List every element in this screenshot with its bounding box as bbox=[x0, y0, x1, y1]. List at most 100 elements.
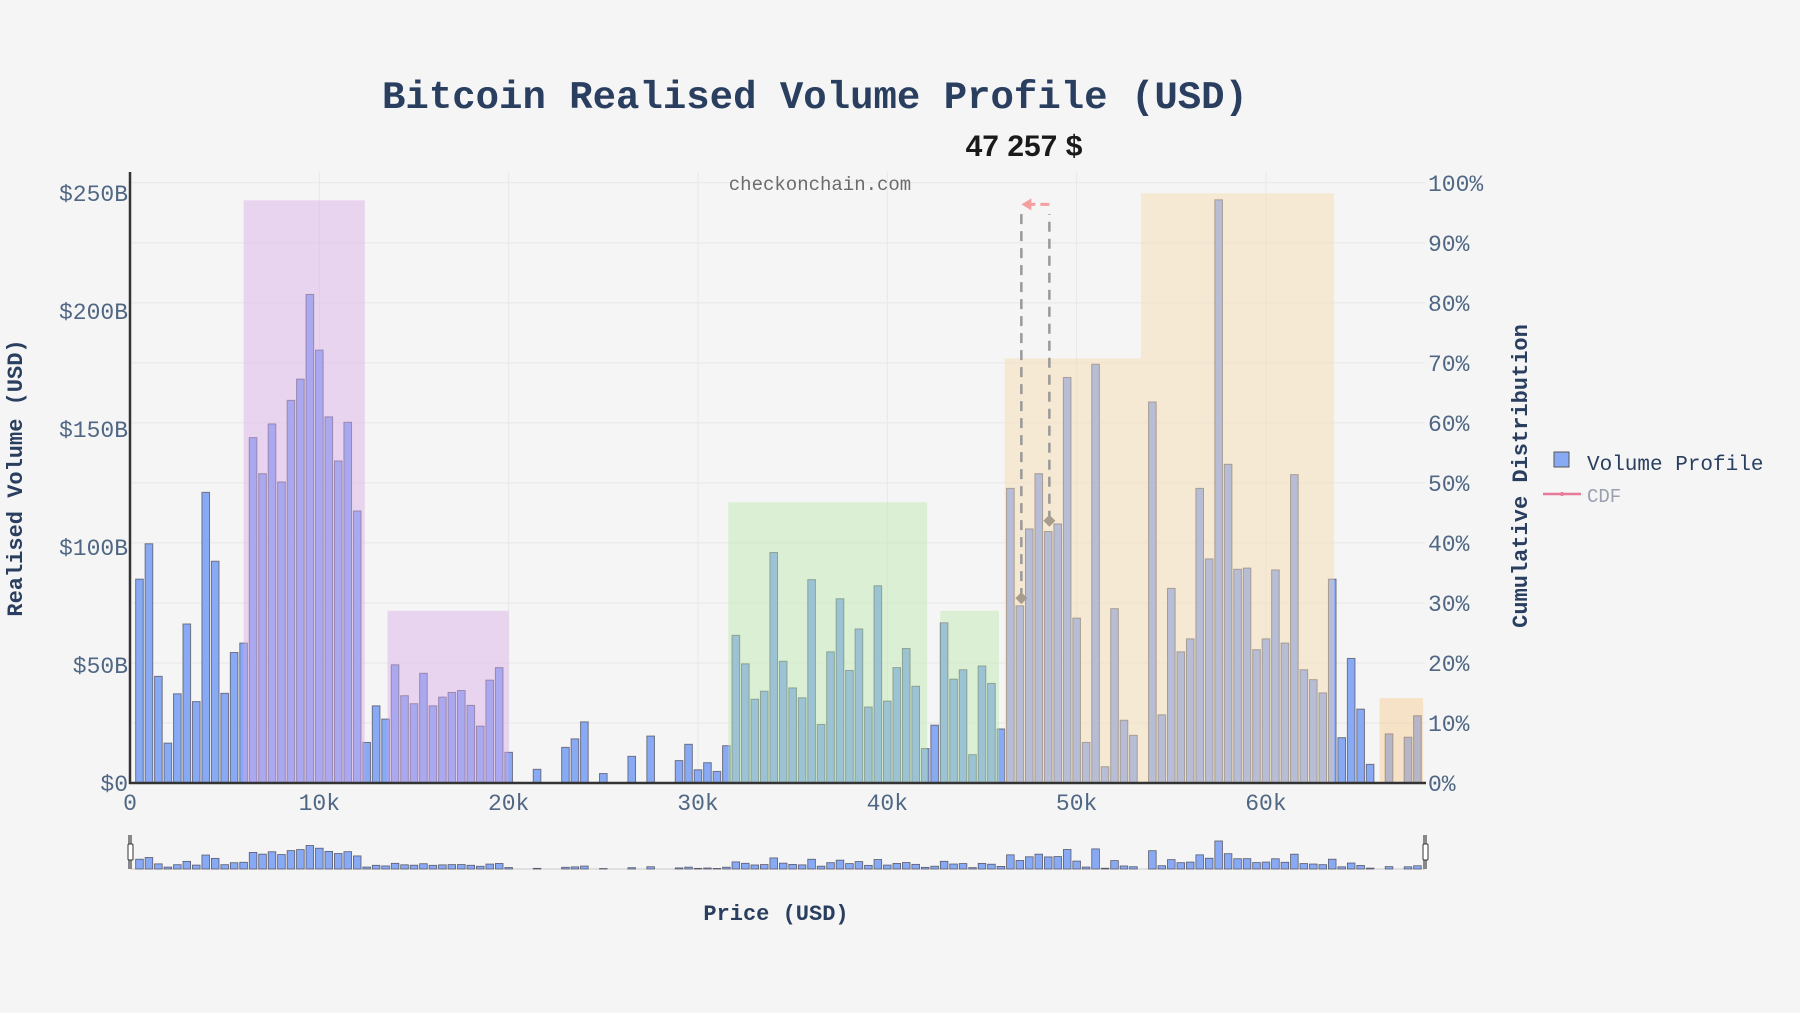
highlight-zone bbox=[940, 610, 1000, 783]
range-slider-bar bbox=[286, 850, 296, 870]
range-slider-bar bbox=[1034, 853, 1043, 870]
range-slider-bar bbox=[1252, 862, 1261, 870]
y2-tick-label: 90% bbox=[1428, 232, 1470, 258]
cdf-arrow-head bbox=[1021, 198, 1032, 211]
y-tick-labels: $0 $50B $100B $150B $200B $250B bbox=[59, 182, 128, 798]
x-tick-labels: 0 10k 20k 30k 40k 50k 60k bbox=[123, 791, 1287, 817]
range-slider-bar bbox=[731, 861, 741, 870]
range-slider-bar bbox=[390, 862, 400, 870]
range-slider-bar bbox=[1346, 862, 1356, 870]
volume-bar bbox=[674, 760, 684, 784]
range-slider-bar bbox=[1176, 862, 1185, 870]
volume-bar bbox=[627, 755, 637, 784]
range-slider-bar bbox=[192, 864, 201, 870]
range-slider-bar bbox=[352, 855, 362, 870]
range-slider-bar bbox=[797, 864, 807, 870]
range-slider-bar bbox=[144, 857, 154, 870]
range-slider-bar bbox=[1072, 860, 1081, 870]
volume-bar bbox=[371, 705, 381, 784]
volume-bar bbox=[532, 768, 542, 784]
range-slider-bar bbox=[1044, 856, 1053, 870]
range-slider-bar bbox=[930, 865, 939, 870]
range-slider-bar bbox=[258, 853, 267, 870]
y2-tick-label: 40% bbox=[1428, 532, 1470, 558]
legend-item-cdf[interactable]: CDF bbox=[1543, 486, 1621, 508]
volume-bar bbox=[163, 742, 173, 784]
volume-bar bbox=[229, 652, 239, 784]
range-slider-bar bbox=[324, 851, 333, 870]
range-slider-bar bbox=[684, 866, 693, 870]
x-tick-label: 40k bbox=[867, 791, 908, 817]
volume-bar bbox=[135, 578, 144, 784]
range-slider-bar bbox=[1129, 866, 1138, 870]
range-slider-bar bbox=[646, 866, 655, 870]
volume-bar bbox=[201, 491, 211, 784]
volume-bar bbox=[712, 770, 722, 784]
y2-tick-label: 50% bbox=[1428, 472, 1470, 498]
range-slider-bar bbox=[674, 867, 684, 870]
range-slider-bar bbox=[1025, 856, 1034, 870]
highlight-zone bbox=[387, 610, 509, 783]
range-slider-bar bbox=[277, 854, 286, 870]
range-slider-bar bbox=[381, 865, 390, 870]
y2-tick-label: 100% bbox=[1428, 172, 1483, 198]
range-slider-bar bbox=[845, 863, 854, 870]
range-slider-bar bbox=[769, 857, 778, 870]
volume-bar bbox=[1346, 657, 1356, 784]
range-slider-bar bbox=[996, 866, 1006, 870]
y-tick-label: $250B bbox=[59, 182, 128, 208]
volume-bar bbox=[930, 724, 939, 784]
y-tick-label: $0 bbox=[100, 772, 128, 798]
range-slider-bar bbox=[580, 865, 589, 870]
range-slider-bar bbox=[1195, 854, 1204, 870]
legend: Volume Profile CDF bbox=[1543, 451, 1763, 508]
range-slider-bar bbox=[1403, 866, 1413, 870]
range-slider-bar bbox=[1413, 865, 1422, 870]
range-slider-bar bbox=[1318, 864, 1327, 870]
volume-bar bbox=[646, 735, 655, 784]
x-tick-label: 20k bbox=[488, 791, 529, 817]
range-slider-bar bbox=[1242, 858, 1252, 870]
range-slider-bar bbox=[807, 858, 816, 870]
range-slider-bar bbox=[920, 866, 930, 870]
range-slider-left-handle[interactable] bbox=[127, 843, 134, 861]
range-slider-bar bbox=[968, 867, 977, 870]
range-slider-bar bbox=[343, 851, 352, 870]
range-slider-bar bbox=[627, 867, 636, 870]
range-slider-bar bbox=[182, 860, 191, 870]
legend-item-volume-profile[interactable]: Volume Profile bbox=[1553, 451, 1763, 477]
highlight-zone bbox=[1141, 193, 1335, 783]
range-slider-bar bbox=[248, 852, 258, 870]
highlight-zone bbox=[1379, 698, 1424, 783]
range-slider-bar bbox=[267, 851, 277, 870]
x-tick-label: 10k bbox=[299, 791, 340, 817]
range-slider-bar bbox=[561, 866, 570, 870]
volume-bar bbox=[599, 773, 608, 784]
range-slider-bar bbox=[1053, 856, 1062, 870]
legend-label-volume-profile: Volume Profile bbox=[1587, 454, 1763, 477]
range-slider-bar bbox=[883, 864, 892, 870]
range-slider[interactable] bbox=[127, 835, 1429, 870]
range-slider-bar bbox=[703, 867, 712, 870]
range-slider-bar bbox=[315, 847, 324, 870]
range-slider-bar bbox=[693, 867, 703, 870]
cdf-point bbox=[1015, 592, 1028, 605]
range-slider-bar bbox=[419, 863, 428, 870]
highlight-zone bbox=[243, 200, 365, 783]
volume-bar bbox=[693, 769, 703, 784]
range-slider-bar bbox=[1337, 866, 1346, 870]
volume-bar bbox=[144, 543, 154, 784]
range-slider-bar bbox=[1006, 854, 1015, 870]
range-slider-bar bbox=[1204, 857, 1214, 870]
range-slider-bar bbox=[362, 866, 371, 870]
cdf-series bbox=[1015, 198, 1056, 605]
range-slider-bar bbox=[570, 866, 580, 870]
x-tick-label: 50k bbox=[1056, 791, 1097, 817]
range-slider-bar bbox=[1290, 853, 1299, 870]
range-slider-right-handle[interactable] bbox=[1422, 843, 1429, 861]
range-slider-bar bbox=[958, 863, 968, 870]
range-slider-bar bbox=[428, 864, 438, 870]
range-slider-bar bbox=[154, 863, 163, 870]
range-slider-bar bbox=[1062, 849, 1072, 870]
